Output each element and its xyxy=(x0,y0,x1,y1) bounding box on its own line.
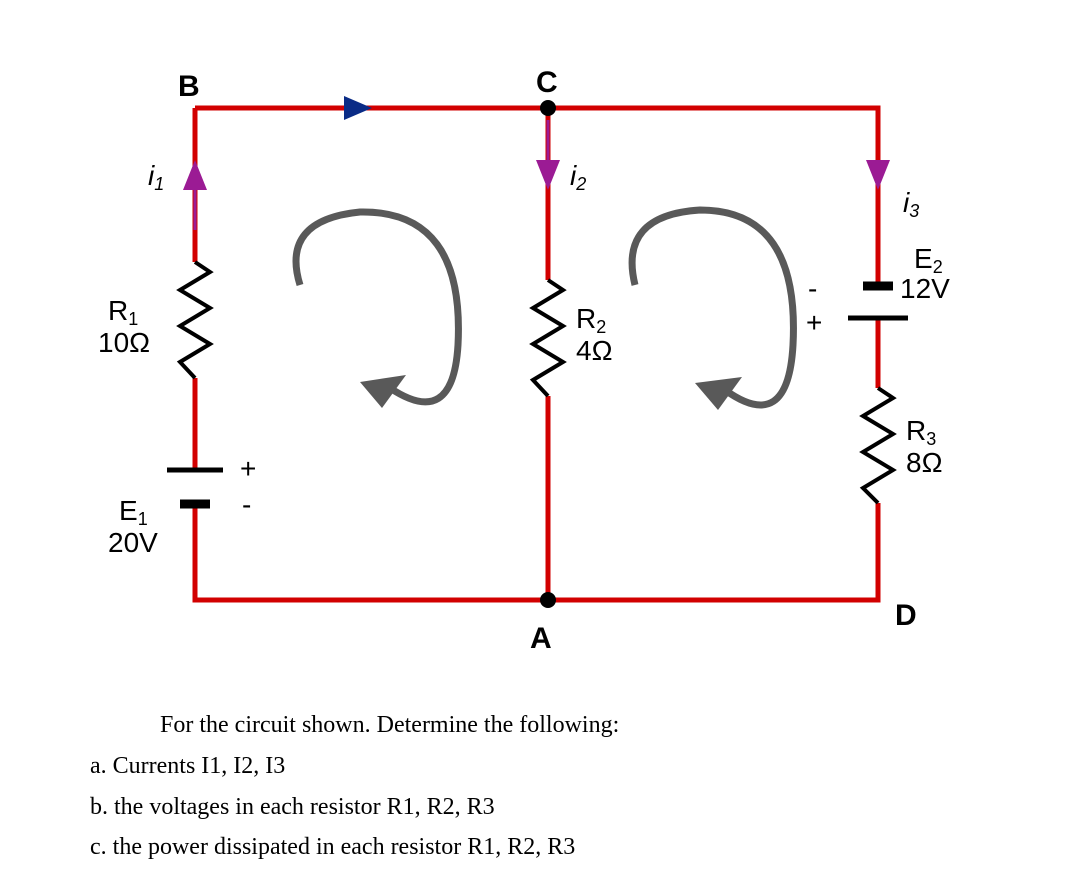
current-i2-arrow xyxy=(536,160,560,190)
wire-c-right xyxy=(548,108,878,150)
e1-name: E1 xyxy=(119,495,148,529)
question-block: For the circuit shown. Determine the fol… xyxy=(90,705,619,868)
e2-name: E2 xyxy=(914,243,943,277)
loop-2-arrow xyxy=(632,210,793,405)
r2-value: 4Ω xyxy=(576,335,613,366)
r2-name: R2 xyxy=(576,303,606,337)
node-a-label: A xyxy=(530,622,552,655)
node-a-dot xyxy=(540,592,556,608)
node-b-label: B xyxy=(178,70,200,103)
r1-value: 10Ω xyxy=(98,327,150,358)
current-i3-label: i3 xyxy=(903,187,919,221)
node-d-label: D xyxy=(895,599,917,632)
question-intro: For the circuit shown. Determine the fol… xyxy=(90,705,619,746)
r3-value: 8Ω xyxy=(906,447,943,478)
current-i1-arrow xyxy=(183,160,207,190)
circuit-diagram: B C A D i1 i2 i3 R1 10Ω R2 4Ω R3 8Ω E1 xyxy=(0,0,1079,680)
question-c: c. the power dissipated in each resistor… xyxy=(90,827,619,868)
question-a: a. Currents I1, I2, I3 xyxy=(90,746,619,787)
loop-1-arrow xyxy=(296,212,458,402)
r3-name: R3 xyxy=(906,415,936,449)
question-b: b. the voltages in each resistor R1, R2,… xyxy=(90,787,619,828)
wire-direction-arrow xyxy=(344,96,372,120)
e1-value: 20V xyxy=(108,527,158,558)
e1-plus: + xyxy=(240,453,256,484)
current-i3-arrow xyxy=(866,160,890,190)
resistor-r1 xyxy=(180,262,210,378)
e2-minus: - xyxy=(808,273,817,304)
e2-value: 12V xyxy=(900,273,950,304)
node-c-label: C xyxy=(536,66,558,99)
r1-name: R1 xyxy=(108,295,138,329)
e2-plus: + xyxy=(806,307,822,338)
e1-minus: - xyxy=(242,489,251,520)
wire-r3-d-a xyxy=(548,503,878,600)
node-c-dot xyxy=(540,100,556,116)
current-i2-label: i2 xyxy=(570,160,586,194)
resistor-r2 xyxy=(533,280,563,396)
circuit-svg: B C A D i1 i2 i3 R1 10Ω R2 4Ω R3 8Ω E1 xyxy=(0,0,1079,680)
resistor-r3 xyxy=(863,388,893,503)
current-i1-label: i1 xyxy=(148,160,164,194)
